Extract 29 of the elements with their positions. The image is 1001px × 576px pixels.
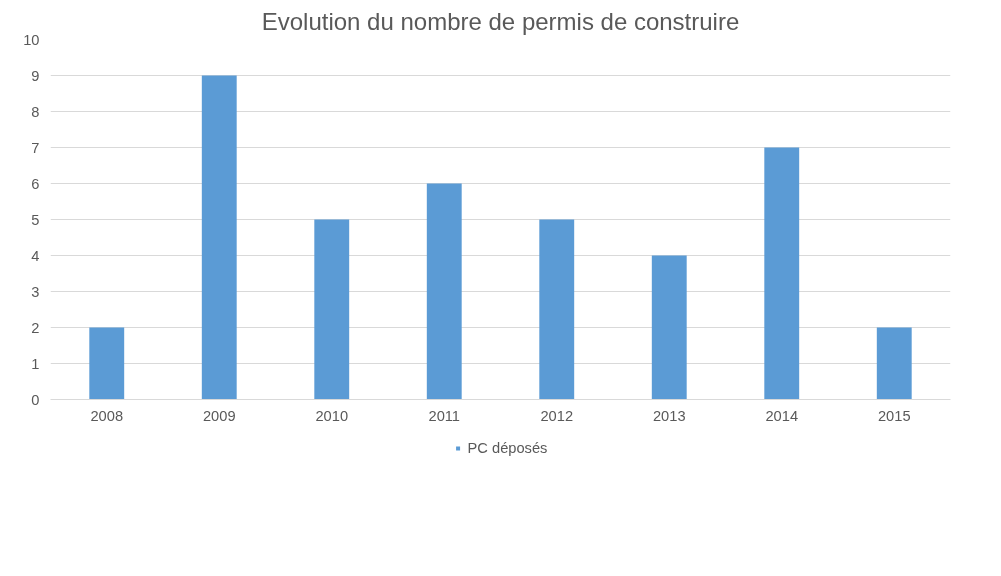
- y-tick-label: 1: [31, 355, 40, 372]
- bar: [89, 327, 125, 400]
- y-tick-label: 3: [31, 283, 40, 300]
- y-tick-label: 6: [31, 175, 40, 192]
- x-tick-label: 2014: [765, 407, 799, 424]
- x-tick-label: 2008: [90, 407, 124, 424]
- y-tick-label: 9: [31, 67, 40, 84]
- x-tick-label: 2015: [877, 407, 911, 424]
- x-tick-label: 2010: [315, 407, 349, 424]
- y-tick-label: 0: [31, 391, 40, 408]
- legend-label: PC déposés: [467, 440, 548, 456]
- bar: [539, 219, 575, 400]
- bar: [764, 147, 800, 400]
- bar: [201, 75, 237, 400]
- y-tick-label: 5: [31, 211, 40, 228]
- x-tick-label: 2012: [540, 407, 574, 424]
- x-tick-label: 2011: [428, 407, 461, 424]
- y-tick-label: 8: [31, 103, 40, 120]
- x-tick-label: 2013: [652, 407, 686, 424]
- bar: [426, 183, 462, 400]
- y-tick-label: 2: [31, 319, 40, 336]
- bar: [314, 219, 350, 400]
- chart-title: Evolution du nombre de permis de construire: [261, 7, 740, 35]
- bar: [651, 255, 687, 400]
- y-tick-label: 10: [23, 31, 40, 48]
- y-tick-label: 7: [31, 139, 40, 156]
- x-tick-label: 2009: [202, 407, 236, 424]
- bar: [876, 327, 912, 400]
- y-tick-label: 4: [31, 247, 40, 264]
